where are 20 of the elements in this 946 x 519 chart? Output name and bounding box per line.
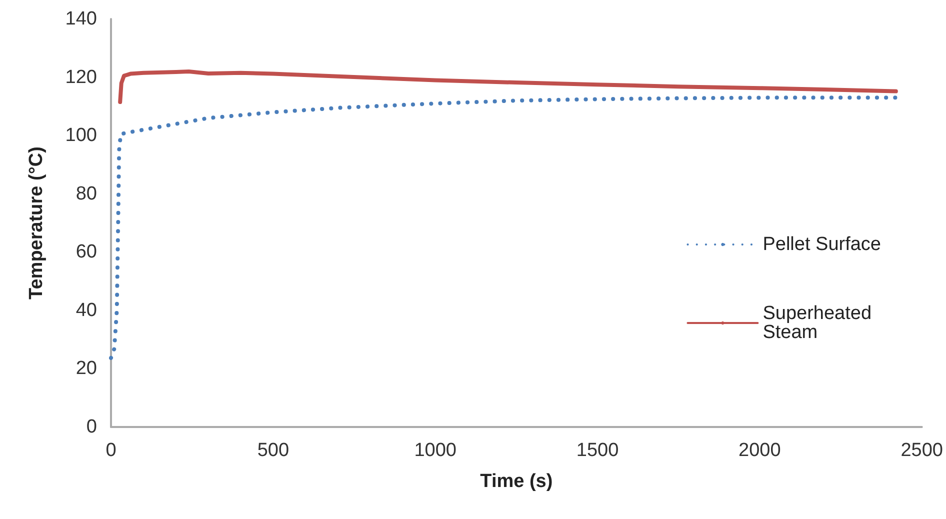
x-tick-label: 0 — [106, 440, 116, 461]
y-axis-title: Temperature (°C) — [26, 146, 47, 300]
line-series — [109, 96, 898, 360]
y-tick-label: 0 — [86, 416, 97, 438]
legend-label: Pellet Surface — [762, 234, 882, 255]
y-tick-label: 40 — [76, 300, 97, 321]
line-series — [118, 69, 898, 104]
y-tick-label: 80 — [76, 183, 97, 204]
y-tick-label: 120 — [65, 66, 97, 88]
x-tick-label: 2000 — [738, 440, 781, 461]
legend-label: Superheated Steam — [762, 303, 877, 343]
y-tick-label: 100 — [65, 125, 97, 146]
x-tick-label: 1500 — [576, 440, 619, 461]
y-tick-label: 60 — [76, 242, 97, 263]
x-tick-label: 500 — [257, 440, 290, 461]
x-tick-label: 1000 — [414, 440, 456, 461]
x-axis-title: Time (s) — [480, 471, 553, 492]
y-tick-label: 20 — [76, 358, 97, 380]
y-tick-label: 140 — [65, 8, 97, 30]
x-tick-label: 2500 — [900, 440, 944, 461]
